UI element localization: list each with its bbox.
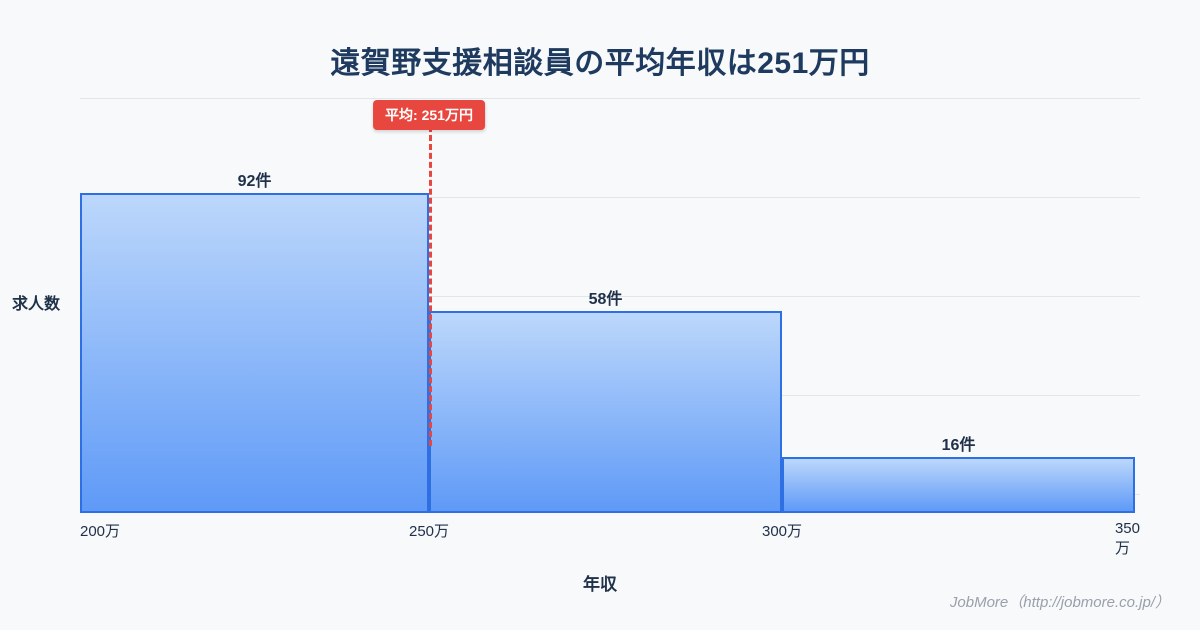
- x-axis-labels: 200万 250万 300万 350万: [80, 520, 1140, 545]
- x-axis-tick-2: 300万: [762, 520, 802, 541]
- y-axis-title: 求人数: [12, 290, 60, 314]
- bar-value-label-0: 92件: [82, 167, 427, 191]
- chart-title: 遠賀野支援相談員の平均年収は251万円: [0, 38, 1200, 82]
- bar-item-2[interactable]: 16件: [782, 457, 1135, 513]
- chart-plot-area: 平均: 251万円 92件 58件 16件: [80, 98, 1140, 513]
- bar-item-0[interactable]: 92件: [80, 193, 429, 513]
- average-badge[interactable]: 平均: 251万円: [373, 100, 485, 130]
- gridline-0: [80, 98, 1140, 99]
- bar-item-1[interactable]: 58件: [429, 311, 782, 513]
- x-axis-tick-3: 350万: [1115, 520, 1140, 558]
- x-axis-tick-1: 250万: [409, 520, 449, 541]
- bar-value-label-2: 16件: [784, 431, 1133, 455]
- footer-credit[interactable]: JobMore（http://jobmore.co.jp/）: [950, 591, 1170, 612]
- x-axis-tick-0: 200万: [80, 520, 120, 541]
- average-line[interactable]: [429, 126, 432, 446]
- chart-page: 遠賀野支援相談員の平均年収は251万円 平均: 251万円 92件 58件 16…: [0, 0, 1200, 630]
- bar-value-label-1: 58件: [431, 285, 780, 309]
